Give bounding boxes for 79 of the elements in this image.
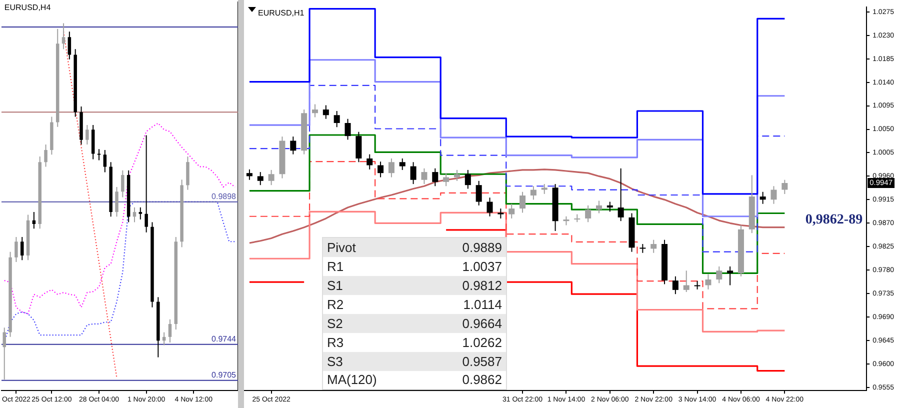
- candlestick: [388, 158, 394, 178]
- candlestick: [246, 168, 252, 180]
- candlestick: [760, 191, 766, 204]
- candlestick: [378, 161, 384, 178]
- candlestick: [14, 236, 18, 262]
- annotation: 0.9812: [423, 276, 506, 294]
- candlestick: [410, 162, 416, 185]
- candlestick: [97, 148, 101, 161]
- candlestick: [290, 136, 296, 155]
- candlestick: [770, 186, 777, 204]
- text: 0,9862-89: [805, 212, 863, 228]
- candlestick: [508, 203, 515, 219]
- annotation: R1: [322, 256, 424, 276]
- candlestick: [168, 318, 172, 343]
- candlestick: [132, 206, 136, 223]
- candlestick: [121, 170, 124, 198]
- candlestick: [421, 168, 428, 185]
- candlestick: [464, 169, 471, 190]
- annotation: 0.9889: [423, 238, 506, 256]
- candlestick: [138, 206, 142, 220]
- candlestick: [268, 169, 274, 186]
- candlestick: [186, 156, 190, 190]
- candlestick: [2, 327, 6, 380]
- candlestick: [530, 186, 536, 200]
- annotation: 0.9587: [423, 352, 506, 370]
- candlestick: [257, 172, 264, 186]
- candlestick: [705, 274, 712, 290]
- candlestick: [498, 208, 504, 219]
- candlestick: [312, 104, 318, 118]
- annotation: 1.0037: [423, 256, 506, 276]
- candlestick: [103, 150, 107, 173]
- annotation: 1.0262: [423, 332, 506, 352]
- candlestick: [144, 134, 148, 233]
- annotation: S3: [322, 352, 424, 370]
- candlestick: [68, 31, 72, 60]
- candlestick: [650, 239, 657, 254]
- candlestick: [443, 172, 450, 187]
- candlestick: [672, 276, 678, 295]
- candlestick: [640, 244, 646, 254]
- candlestick: [432, 168, 438, 187]
- ref-line-label: 0.9898: [212, 192, 237, 202]
- annotation: Pivot: [322, 238, 424, 256]
- candlestick: [683, 270, 690, 293]
- annotation: 0.9664: [423, 314, 506, 332]
- annotation: R2: [322, 294, 424, 314]
- candlestick: [486, 197, 493, 217]
- chart-title: EURUSD,H1: [258, 8, 305, 18]
- candlestick: [596, 200, 602, 214]
- candlestick: [44, 144, 48, 168]
- annotation: MA(120): [322, 370, 424, 390]
- candlestick: [62, 22, 66, 50]
- annotation: R3: [322, 332, 424, 352]
- candlestick: [454, 169, 460, 182]
- candlestick: [606, 201, 613, 212]
- candlestick: [20, 236, 24, 261]
- candlestick: [476, 180, 482, 206]
- candlestick: [541, 184, 548, 194]
- chart-title: EURUSD,H4: [4, 3, 52, 12]
- candlestick: [366, 154, 373, 170]
- annotation: S2: [322, 314, 424, 332]
- candlestick: [585, 204, 592, 223]
- ref-line-label: 0.9744: [212, 334, 237, 344]
- candlestick: [115, 186, 118, 218]
- candlestick: [399, 158, 406, 170]
- candlestick: [716, 266, 722, 284]
- candlestick: [727, 266, 734, 286]
- candlestick: [618, 168, 624, 222]
- candlestick: [344, 118, 351, 140]
- annotation: S1: [322, 276, 424, 294]
- candlestick: [322, 104, 329, 120]
- annotation: 1.0114: [423, 294, 506, 314]
- candlestick: [356, 131, 362, 163]
- annotation: 0.9862: [423, 370, 506, 390]
- candlestick: [694, 280, 700, 290]
- candlestick: [782, 179, 788, 194]
- candlestick: [86, 124, 89, 145]
- candlestick: [520, 191, 526, 214]
- ref-line-label: 0.9705: [212, 370, 237, 380]
- candlestick: [334, 110, 340, 128]
